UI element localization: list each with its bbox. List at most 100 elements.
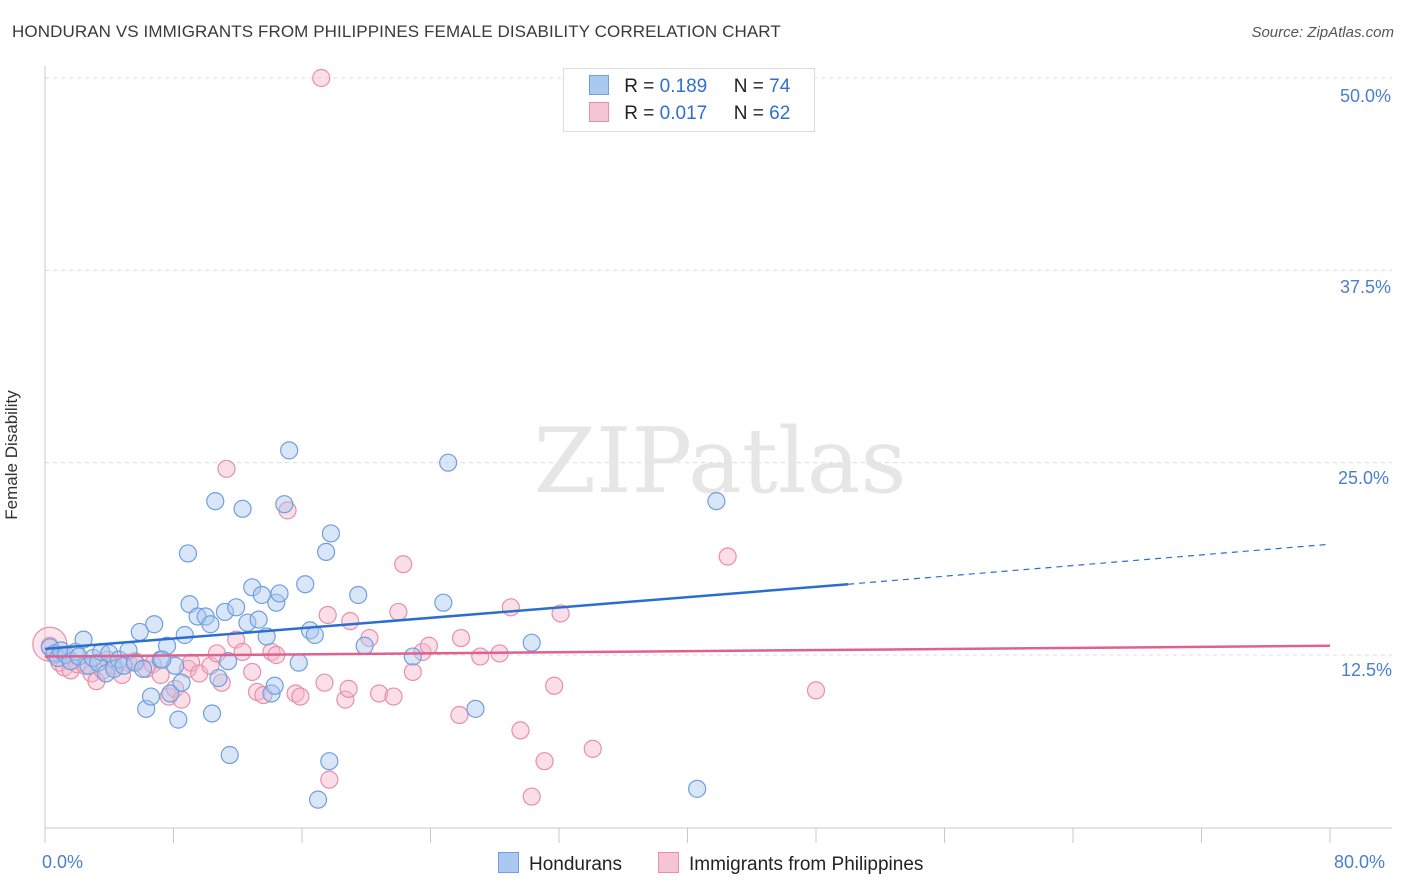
legend-n-label: N = (733, 103, 764, 124)
legend-n-value: 74 (769, 76, 791, 97)
honduran-point (296, 575, 315, 594)
legend-swatch-pink (589, 102, 609, 122)
honduran-point (289, 653, 308, 672)
philippines-point (151, 665, 170, 685)
honduran-point (320, 752, 339, 771)
grid-lines (45, 77, 1392, 656)
philippines-point (419, 636, 438, 655)
honduran-point (133, 659, 153, 678)
honduran-trend-extension (848, 543, 1331, 585)
philippines-point (394, 555, 413, 574)
trend-lines (44, 543, 1331, 658)
legend-n-value: 62 (769, 103, 791, 124)
philippines-point (451, 628, 471, 648)
philippines-point (318, 605, 337, 625)
philippines-point (471, 647, 490, 666)
source-credit: Source: ZipAtlas.com (1251, 24, 1394, 41)
x-tick-label-max: 80.0% (1334, 852, 1386, 872)
honduran-point (275, 495, 294, 514)
honduran-point (141, 687, 161, 706)
honduran-point (161, 684, 180, 703)
legend-row-philippines: R = 0.017 N = 62 (589, 102, 790, 126)
philippines-point (389, 602, 408, 622)
legend-label-philippines: Immigrants from Philippines (689, 854, 924, 875)
philippines-point (286, 684, 305, 703)
honduran-point (202, 704, 222, 723)
philippines-point (339, 679, 358, 698)
philippines-point (336, 690, 355, 709)
honduran-point (707, 492, 726, 511)
y-tick-label: 12.5% (1341, 660, 1393, 680)
philippines-point (291, 687, 310, 706)
honduran-point (249, 610, 268, 629)
philippines-trend-line (44, 644, 1331, 658)
philippines-point (341, 612, 360, 631)
honduran-point (434, 593, 453, 612)
legend-label-hondurans: Hondurans (529, 854, 622, 875)
honduran-point (439, 453, 458, 472)
philippines-point (403, 662, 422, 682)
honduran-point (270, 584, 289, 603)
legend-swatch-blue (589, 75, 609, 95)
honduran-point (201, 615, 220, 634)
honduran-point (349, 585, 368, 605)
honduran-point (172, 673, 191, 692)
honduran-point (206, 492, 225, 511)
philippines-point (511, 721, 530, 740)
philippines-point (370, 684, 389, 703)
philippines-point (315, 673, 334, 692)
honduran-point (209, 668, 228, 688)
honduran-point (466, 699, 485, 718)
philippines-point (583, 739, 602, 758)
honduran-point (688, 779, 707, 798)
philippines-point (243, 662, 262, 682)
legend-swatch-pink (658, 852, 679, 873)
honduran-point (220, 745, 239, 765)
chart-title: HONDURAN VS IMMIGRANTS FROM PHILIPPINES … (12, 22, 781, 41)
honduran-point (265, 676, 284, 695)
y-tick-label: 25.0% (1338, 468, 1390, 488)
honduran-point (252, 585, 271, 605)
honduran-point (74, 630, 93, 649)
philippines-point (87, 672, 106, 691)
philippines-point (233, 642, 252, 662)
honduran-point (145, 615, 164, 634)
philippines-point (312, 68, 331, 88)
philippines-point (384, 687, 403, 706)
honduran-point (321, 524, 341, 543)
honduran-point (305, 625, 324, 645)
honduran-point (316, 542, 336, 562)
philippines-point (545, 676, 564, 695)
x-tick-label-min: 0.0% (42, 852, 84, 872)
watermark: ZIPatlas (533, 409, 906, 514)
honduran-point (355, 636, 374, 655)
y-tick-label: 50.0% (1340, 86, 1392, 106)
legend-row-hondurans: R = 0.189 N = 74 (589, 75, 790, 99)
honduran-point (403, 647, 422, 666)
bottom-legend-philippines: Immigrants from Philippines (658, 852, 923, 876)
philippines-point (535, 752, 554, 771)
legend-swatch-blue (498, 852, 519, 873)
honduran-point (308, 790, 328, 809)
axes (44, 66, 1392, 843)
honduran-point (238, 613, 257, 632)
philippines-point (806, 681, 826, 700)
philippines-point (522, 787, 541, 806)
honduran-point (219, 652, 238, 671)
honduran-point (280, 441, 299, 460)
honduran-point (227, 598, 246, 617)
philippines-point (718, 547, 737, 566)
honduran-point (522, 633, 541, 652)
honduran-point (215, 602, 234, 622)
honduran-point (243, 578, 262, 597)
honduran-point (153, 650, 172, 669)
honduran-point (169, 710, 188, 729)
legend-r-value: 0.017 (659, 103, 708, 124)
honduran-point (178, 544, 198, 563)
honduran-point (233, 499, 252, 518)
y-tick-label: 37.5% (1340, 277, 1392, 297)
bottom-legend-hondurans: Hondurans (498, 852, 622, 876)
philippines-point (551, 604, 570, 623)
honduran-trend-line (44, 582, 849, 651)
